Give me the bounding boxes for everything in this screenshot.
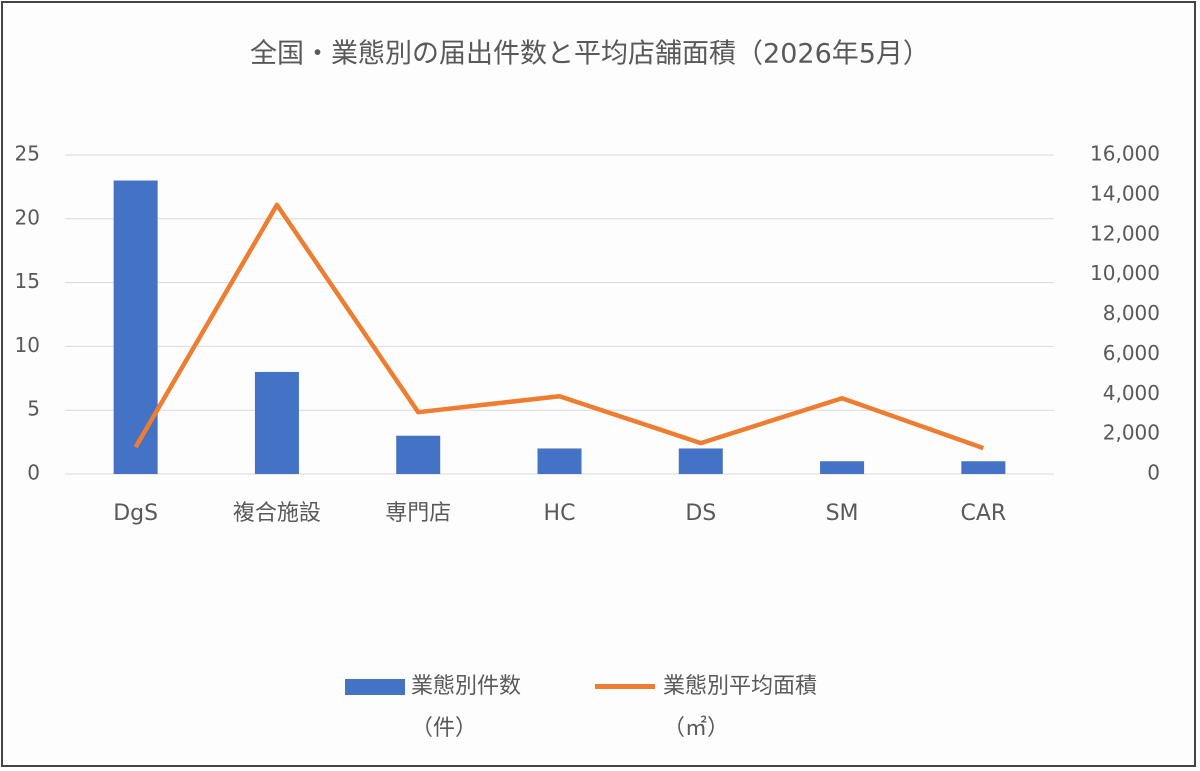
line [133,202,985,451]
x-tick-label: DS [685,501,716,526]
y2-tick-label: 10,000 [1090,261,1160,285]
y2-tick-label: 12,000 [1090,221,1160,245]
bar [820,461,865,474]
y2-tick-label: 6,000 [1103,341,1160,365]
y-tick-label: 15 [15,269,40,293]
bar [113,180,158,474]
legend-label: 業態別件数 （件） [411,674,522,741]
y-tick-label: 0 [27,461,40,485]
x-tick-label: 複合施設 [233,501,321,526]
bar [537,448,582,474]
x-tick-label: HC [544,501,576,526]
legend-item: 業態別平均面積 （㎡） [595,666,817,750]
x-tick-label: CAR [961,501,1007,526]
bar [254,371,299,474]
x-tick-label: DgS [113,501,158,526]
y-tick-label: 25 [15,142,40,166]
y-tick-label: 10 [15,333,40,357]
legend-swatch [595,684,655,689]
y2-tick-label: 4,000 [1103,381,1160,405]
y2-tick-label: 2,000 [1103,421,1160,445]
y2-tick-label: 0 [1147,461,1160,485]
y-tick-label: 5 [27,397,40,421]
bar [396,435,441,474]
bar [961,461,1006,474]
legend-label: 業態別平均面積 （㎡） [663,674,818,741]
bar [678,448,723,474]
y2-tick-label: 16,000 [1090,142,1160,166]
chart-title: 全国・業態別の届出件数と平均店舗面積（2026年5月） [250,39,930,70]
y2-tick-label: 8,000 [1103,301,1160,325]
y2-tick-label: 14,000 [1090,181,1160,205]
legend-item: 業態別件数 （件） [345,666,521,750]
y-tick-label: 20 [15,205,40,229]
legend-swatch [345,679,405,695]
x-tick-label: 専門店 [385,501,451,526]
x-tick-label: SM [826,501,859,526]
